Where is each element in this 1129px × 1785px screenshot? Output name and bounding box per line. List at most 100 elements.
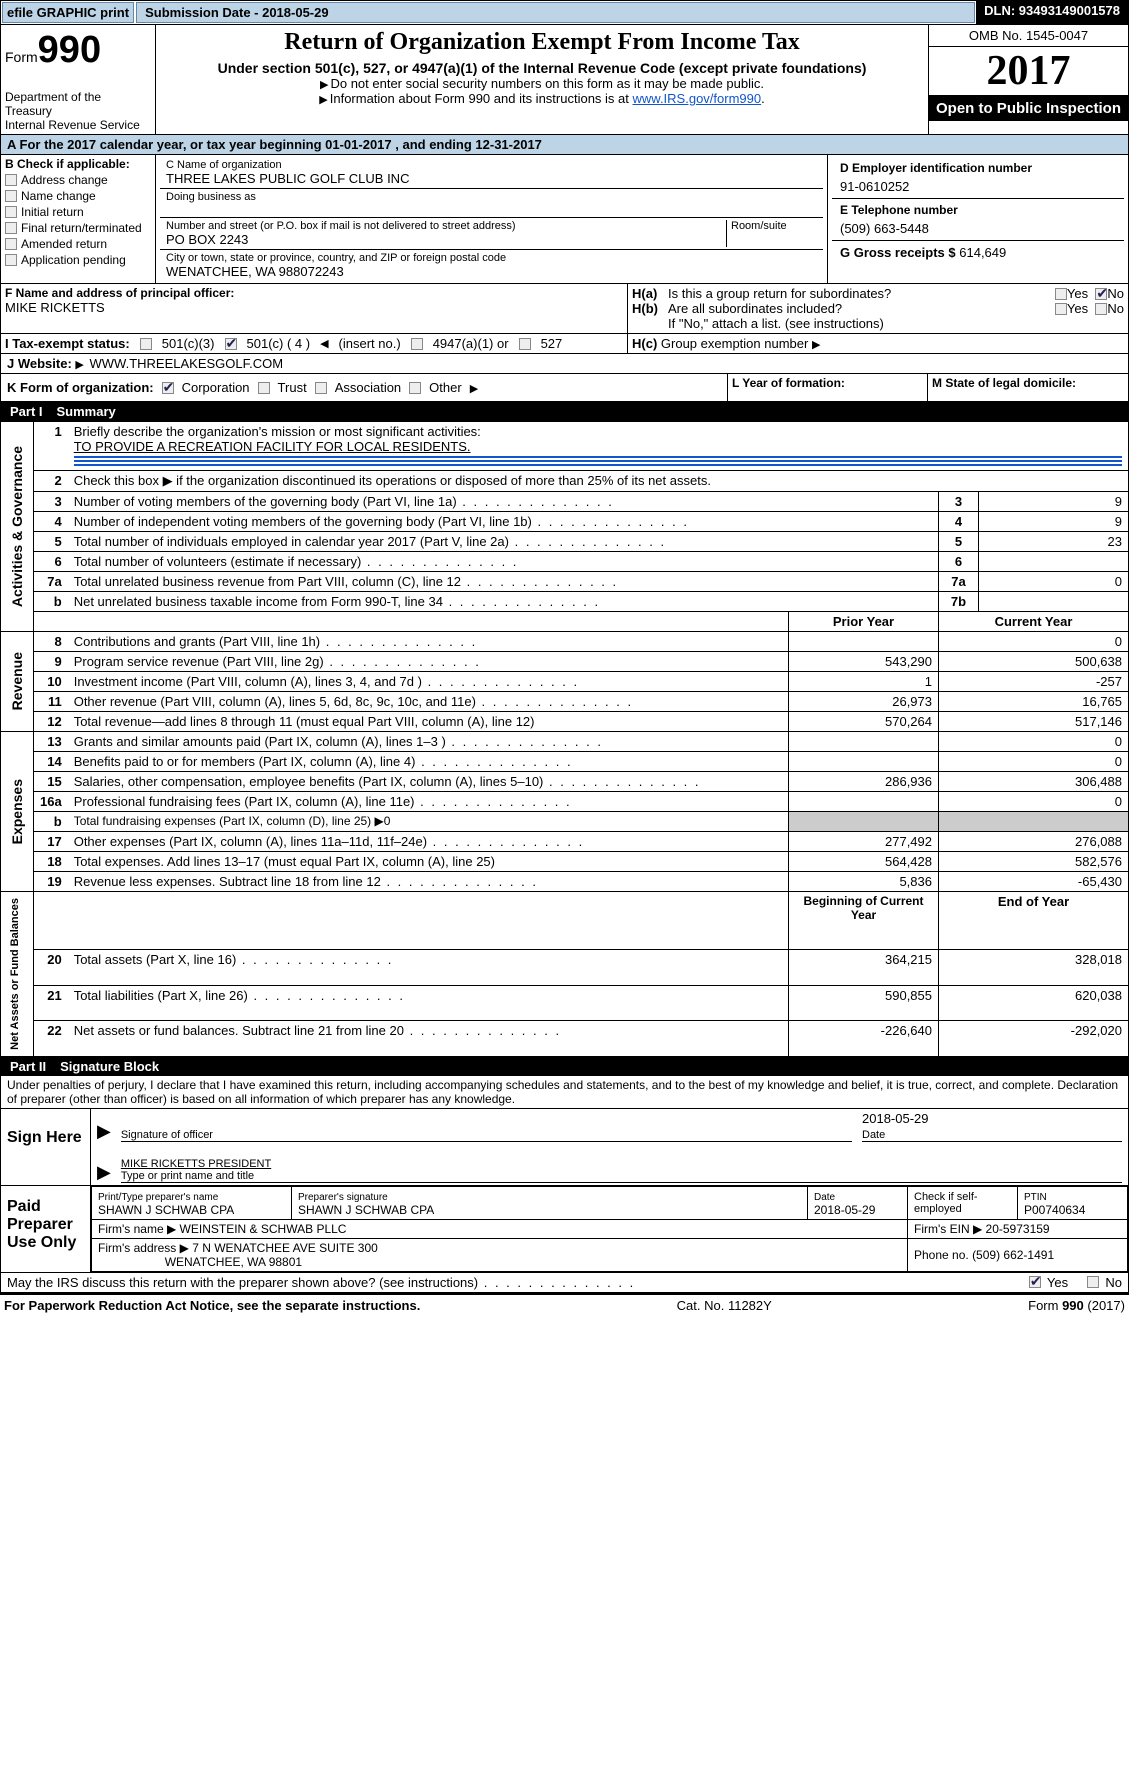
mission-text: TO PROVIDE A RECREATION FACILITY FOR LOC…	[74, 439, 471, 454]
dln: DLN: 93493149001578	[976, 1, 1128, 24]
room-label: Room/suite	[731, 220, 817, 232]
checkbox-discuss-no[interactable]	[1087, 1276, 1099, 1288]
checkbox-address-change[interactable]	[5, 174, 17, 186]
paid-preparer-block: Paid Preparer Use Only Print/Type prepar…	[0, 1186, 1129, 1273]
hb-text: Are all subordinates included?	[668, 301, 1055, 316]
addr-label: Number and street (or P.O. box if mail i…	[166, 220, 722, 232]
footer: For Paperwork Reduction Act Notice, see …	[0, 1295, 1129, 1316]
dept-treasury: Department of the Treasury	[5, 90, 151, 118]
arrow-icon	[75, 356, 85, 371]
city-label: City or town, state or province, country…	[166, 252, 817, 264]
checkbox-4947[interactable]	[411, 338, 423, 350]
arrow-icon	[320, 76, 330, 91]
form-number: 990	[38, 29, 101, 71]
part2-title: Signature Block	[60, 1059, 159, 1074]
checkbox-527[interactable]	[519, 338, 531, 350]
j-website: J Website: WWW.THREELAKESGOLF.COM	[0, 354, 1129, 374]
q1-label: Briefly describe the organization's miss…	[74, 424, 481, 439]
header-left: Form990 Department of the Treasury Inter…	[1, 25, 156, 134]
line-num: 2	[34, 471, 68, 492]
cat-no: Cat. No. 11282Y	[677, 1298, 772, 1313]
line-num: 1	[34, 422, 68, 471]
open-to-public: Open to Public Inspection	[929, 96, 1128, 121]
hc-text: Group exemption number	[661, 336, 808, 351]
website-value: WWW.THREELAKESGOLF.COM	[90, 356, 284, 371]
efile-print-button[interactable]: efile GRAPHIC print	[2, 2, 134, 23]
header-right: OMB No. 1545-0047 2017 Open to Public In…	[928, 25, 1128, 134]
checkbox-trust[interactable]	[258, 382, 270, 394]
ein-label: D Employer identification number	[840, 161, 1116, 175]
vt-expenses: Expenses	[7, 775, 27, 848]
part2-num: Part II	[10, 1059, 46, 1074]
checkbox-final-return[interactable]	[5, 222, 17, 234]
discuss-text: May the IRS discuss this return with the…	[7, 1275, 1023, 1290]
tax-year: 2017	[929, 47, 1128, 96]
dba-label: Doing business as	[166, 191, 817, 203]
sign-here-label: Sign Here	[1, 1109, 91, 1185]
irs-label: Internal Revenue Service	[5, 118, 151, 132]
checkbox-hb-no[interactable]	[1095, 303, 1107, 315]
top-bar: efile GRAPHIC print Submission Date - 20…	[0, 0, 1129, 25]
f-h-block: F Name and address of principal officer:…	[0, 284, 1129, 334]
q2-text: Check this box ▶ if the organization dis…	[68, 471, 1129, 492]
hb-note: If "No," attach a list. (see instruction…	[632, 316, 1124, 331]
org-city: WENATCHEE, WA 988072243	[166, 264, 817, 279]
typed-name-field[interactable]: MIKE RICKETTS PRESIDENT Type or print na…	[121, 1146, 1122, 1183]
officer-name: MIKE RICKETTS	[5, 300, 623, 315]
checkbox-ha-no[interactable]	[1095, 288, 1107, 300]
sign-here-block: Sign Here ▶ Signature of officer 2018-05…	[0, 1109, 1129, 1186]
info-note: Information about Form 990 and its instr…	[330, 91, 633, 106]
paid-preparer-label: Paid Preparer Use Only	[1, 1186, 91, 1272]
hc-label: H(c)	[632, 336, 657, 351]
officer-signature-field[interactable]: Signature of officer	[121, 1117, 852, 1142]
arrow-icon	[812, 336, 822, 351]
org-name: THREE LAKES PUBLIC GOLF CLUB INC	[166, 171, 817, 186]
gross-value: 614,649	[959, 245, 1006, 260]
checkbox-app-pending[interactable]	[5, 254, 17, 266]
i-label: I Tax-exempt status:	[5, 336, 130, 351]
b-label: B Check if applicable:	[5, 157, 151, 171]
l-year-formation: L Year of formation:	[728, 374, 928, 401]
k-label: K Form of organization:	[7, 380, 154, 395]
section-a-tax-year: A For the 2017 calendar year, or tax yea…	[0, 135, 1129, 155]
section-c: C Name of organization THREE LAKES PUBLI…	[156, 155, 828, 283]
checkbox-name-change[interactable]	[5, 190, 17, 202]
vt-net-assets: Net Assets or Fund Balances	[7, 894, 23, 1054]
form-ref: Form 990 (2017)	[1028, 1298, 1125, 1313]
checkbox-assoc[interactable]	[315, 382, 327, 394]
section-b: B Check if applicable: Address change Na…	[1, 155, 156, 283]
summary-table: Activities & Governance 1 Briefly descri…	[0, 421, 1129, 1057]
part1-header: Part I Summary	[0, 402, 1129, 421]
part1-title: Summary	[57, 404, 116, 419]
ha-label: H(a)	[632, 286, 668, 301]
form-word: Form	[5, 49, 38, 65]
checkbox-corp[interactable]	[162, 382, 174, 394]
checkbox-501c[interactable]	[225, 338, 237, 350]
omb-number: OMB No. 1545-0047	[929, 25, 1128, 47]
gross-label: G Gross receipts $	[840, 245, 956, 260]
checkbox-other[interactable]	[409, 382, 421, 394]
submission-date: Submission Date - 2018-05-29	[136, 2, 975, 23]
checkbox-amended[interactable]	[5, 238, 17, 250]
right-info: D Employer identification number 91-0610…	[828, 155, 1128, 283]
declaration: Under penalties of perjury, I declare th…	[0, 1076, 1129, 1109]
checkbox-ha-yes[interactable]	[1055, 288, 1067, 300]
discuss-row: May the IRS discuss this return with the…	[0, 1273, 1129, 1293]
checkbox-initial-return[interactable]	[5, 206, 17, 218]
checkbox-discuss-yes[interactable]	[1029, 1276, 1041, 1288]
org-address: PO BOX 2243	[166, 232, 722, 247]
vt-revenue: Revenue	[7, 648, 27, 714]
ssn-note: Do not enter social security numbers on …	[330, 76, 764, 91]
vt-activities: Activities & Governance	[7, 442, 27, 611]
arrow-icon: ▶	[97, 1162, 111, 1183]
irs-link[interactable]: www.IRS.gov/form990	[633, 91, 762, 106]
part2-header: Part II Signature Block	[0, 1057, 1129, 1076]
checkbox-501c3[interactable]	[140, 338, 152, 350]
f-label: F Name and address of principal officer:	[5, 286, 623, 300]
phone-value: (509) 663-5448	[840, 221, 1116, 236]
c-name-label: C Name of organization	[166, 159, 817, 171]
ein-value: 91-0610252	[840, 179, 1116, 194]
checkbox-hb-yes[interactable]	[1055, 303, 1067, 315]
i-block: I Tax-exempt status: 501(c)(3) 501(c) ( …	[0, 334, 1129, 354]
header-middle: Return of Organization Exempt From Incom…	[156, 25, 928, 134]
